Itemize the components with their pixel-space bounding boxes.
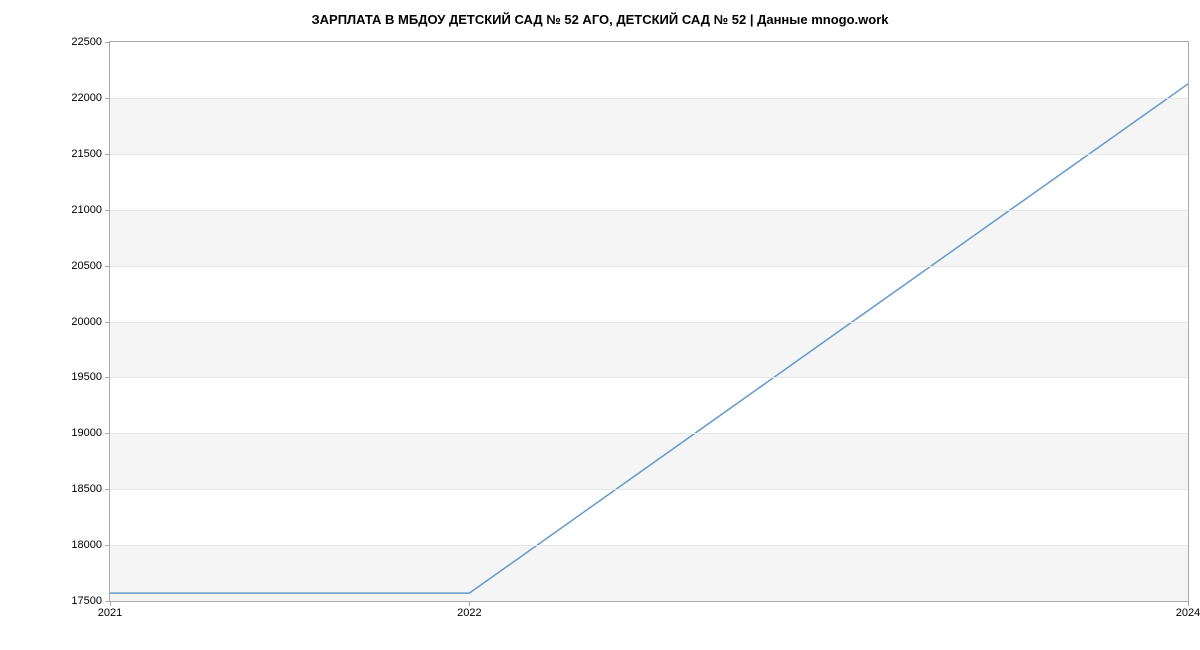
x-tick bbox=[469, 601, 470, 606]
x-axis-label: 2024 bbox=[1176, 607, 1200, 619]
plot-area: 1750018000185001900019500200002050021000… bbox=[109, 41, 1189, 602]
y-tick bbox=[105, 377, 110, 378]
grid-line bbox=[110, 433, 1188, 434]
y-tick bbox=[105, 210, 110, 211]
y-tick bbox=[105, 98, 110, 99]
grid-line bbox=[110, 377, 1188, 378]
y-tick bbox=[105, 154, 110, 155]
series-salary bbox=[110, 84, 1188, 593]
grid-line bbox=[110, 154, 1188, 155]
y-tick bbox=[105, 433, 110, 434]
y-tick bbox=[105, 545, 110, 546]
y-axis-label: 21000 bbox=[71, 204, 102, 216]
y-axis-label: 18500 bbox=[71, 483, 102, 495]
grid-line bbox=[110, 545, 1188, 546]
y-tick bbox=[105, 322, 110, 323]
y-axis-label: 19500 bbox=[71, 371, 102, 383]
y-axis-label: 21500 bbox=[71, 148, 102, 160]
grid-line bbox=[110, 266, 1188, 267]
y-tick bbox=[105, 489, 110, 490]
y-axis-label: 20500 bbox=[71, 260, 102, 272]
x-tick bbox=[110, 601, 111, 606]
y-tick bbox=[105, 266, 110, 267]
grid-line bbox=[110, 489, 1188, 490]
x-tick bbox=[1188, 601, 1189, 606]
y-axis-label: 22500 bbox=[71, 36, 102, 48]
y-axis-label: 18000 bbox=[71, 539, 102, 551]
grid-line bbox=[110, 98, 1188, 99]
salary-line-chart: ЗАРПЛАТА В МБДОУ ДЕТСКИЙ САД № 52 АГО, Д… bbox=[0, 0, 1200, 650]
y-axis-label: 19000 bbox=[71, 427, 102, 439]
x-axis-label: 2022 bbox=[457, 607, 481, 619]
grid-line bbox=[110, 210, 1188, 211]
chart-title: ЗАРПЛАТА В МБДОУ ДЕТСКИЙ САД № 52 АГО, Д… bbox=[0, 12, 1200, 27]
y-tick bbox=[105, 42, 110, 43]
grid-line bbox=[110, 322, 1188, 323]
x-axis-label: 2021 bbox=[98, 607, 122, 619]
y-axis-label: 20000 bbox=[71, 316, 102, 328]
y-axis-label: 17500 bbox=[71, 595, 102, 607]
y-axis-label: 22000 bbox=[71, 92, 102, 104]
